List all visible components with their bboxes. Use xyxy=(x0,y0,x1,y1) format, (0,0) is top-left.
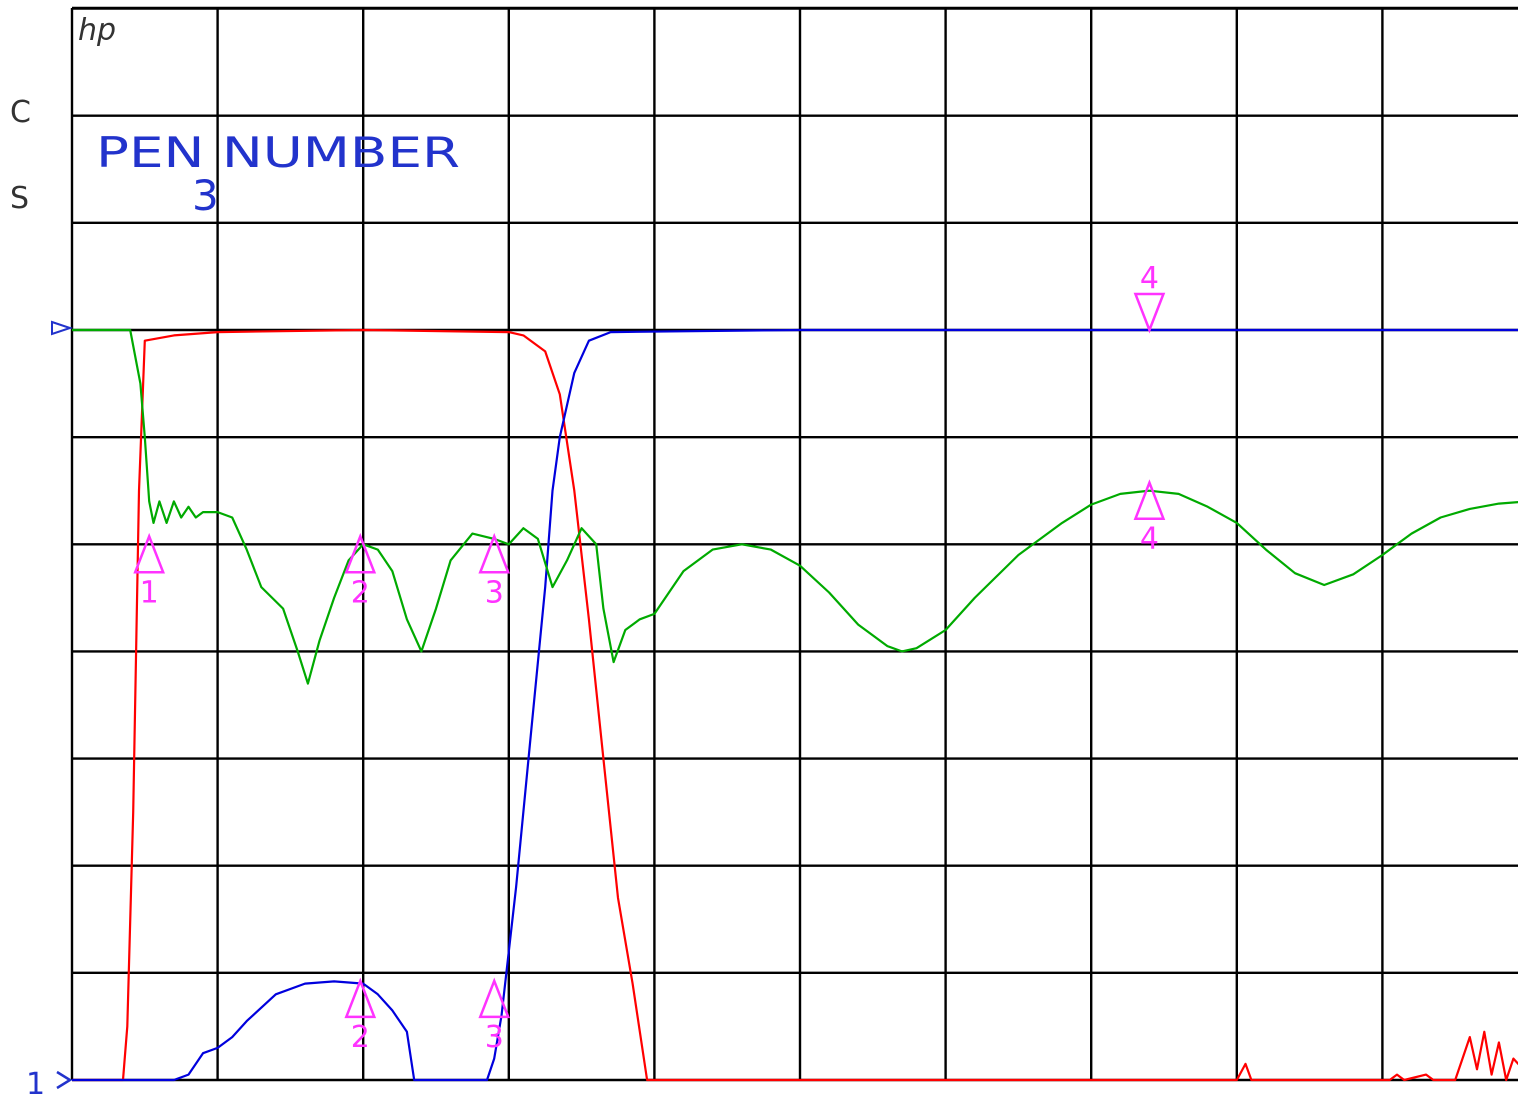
marker-4-up: 4 xyxy=(1133,479,1166,557)
marker-triangle xyxy=(344,977,377,1019)
marker-layer: 1 2 3 4 4 2 3 xyxy=(133,261,1166,1055)
pen-number-value: 3 xyxy=(192,171,219,220)
marker-3-up: 3 xyxy=(478,532,511,610)
series-layer xyxy=(72,328,1518,1082)
marker-4-down: 4 xyxy=(1133,261,1166,334)
marker-2-up: 2 xyxy=(344,532,377,610)
side-label-c: C xyxy=(10,95,31,130)
marker-label: 2 xyxy=(351,1020,370,1055)
trace-line-1 xyxy=(72,328,1518,1082)
marker-label: 3 xyxy=(485,1020,504,1055)
marker-label: 4 xyxy=(1140,261,1159,296)
marker-triangle xyxy=(1133,479,1166,520)
marker-triangle xyxy=(133,532,165,574)
marker-label: 2 xyxy=(351,575,370,610)
trace-line-3 xyxy=(72,328,1518,685)
marker-2-up: 2 xyxy=(344,977,377,1055)
marker-triangle xyxy=(478,977,511,1019)
marker-triangle xyxy=(1133,292,1166,334)
side-label-s: S xyxy=(10,181,29,216)
marker-label: 3 xyxy=(485,575,504,610)
marker-triangle xyxy=(344,532,377,574)
trace-line-2 xyxy=(72,328,1518,1082)
marker-3-up: 3 xyxy=(478,977,511,1055)
marker-label: 4 xyxy=(1140,522,1159,557)
reference-level-arrow-top xyxy=(51,320,74,336)
marker-1-up: 1 xyxy=(133,532,165,610)
reference-marker-label: 1 xyxy=(26,1067,45,1097)
marker-triangle xyxy=(478,532,511,574)
reference-level-arrow-bottom xyxy=(56,1070,73,1090)
marker-label: 1 xyxy=(140,575,159,610)
pen-number-title: PEN NUMBER xyxy=(96,128,460,177)
hp-logo: hp xyxy=(78,13,116,48)
